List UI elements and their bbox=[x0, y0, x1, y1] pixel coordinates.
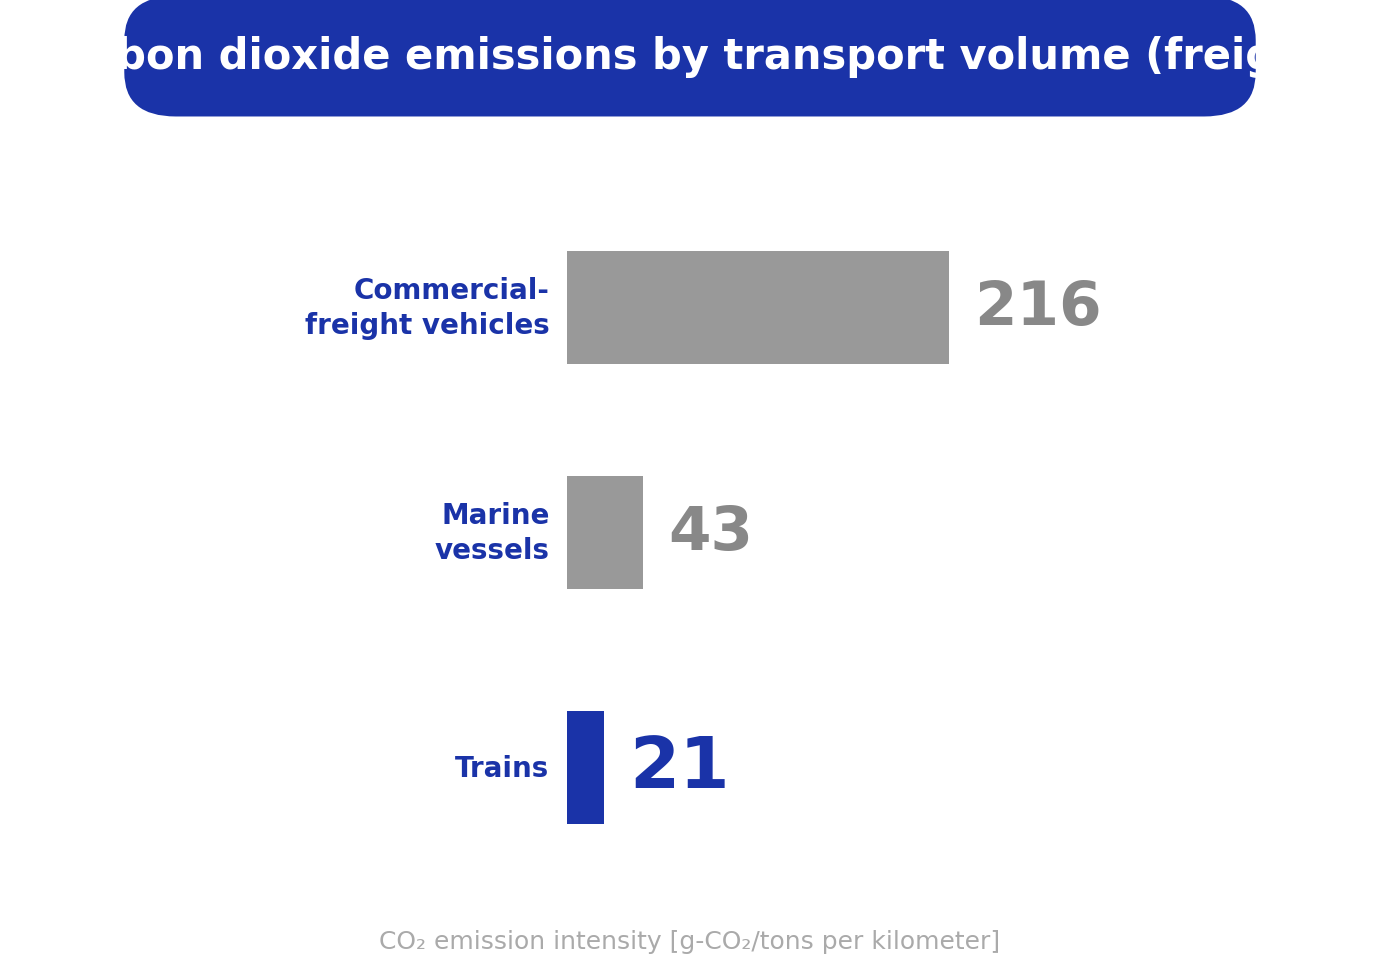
Text: Commercial-
freight vehicles: Commercial- freight vehicles bbox=[305, 277, 549, 339]
FancyBboxPatch shape bbox=[567, 476, 643, 589]
FancyBboxPatch shape bbox=[567, 712, 603, 823]
Text: Trains: Trains bbox=[455, 754, 549, 781]
Text: 21: 21 bbox=[629, 734, 730, 802]
Text: Marine
vessels: Marine vessels bbox=[435, 502, 549, 564]
Text: CO₂ emission intensity [g-CO₂/tons per kilometer]: CO₂ emission intensity [g-CO₂/tons per k… bbox=[380, 929, 1000, 953]
Text: 43: 43 bbox=[668, 504, 753, 562]
Text: Carbon dioxide emissions by transport volume (freight): Carbon dioxide emissions by transport vo… bbox=[37, 36, 1343, 78]
Text: 216: 216 bbox=[974, 279, 1101, 337]
FancyBboxPatch shape bbox=[124, 0, 1256, 117]
FancyBboxPatch shape bbox=[567, 252, 948, 364]
